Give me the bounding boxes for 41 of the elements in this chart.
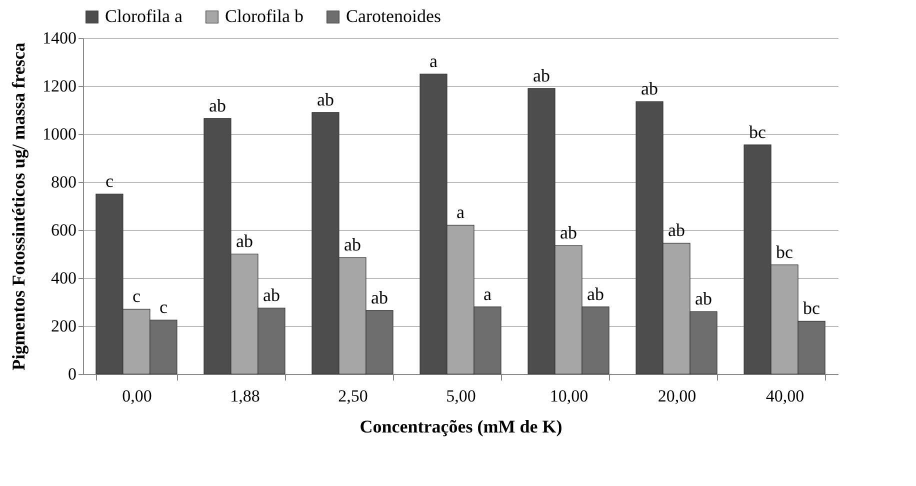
data-label: a [429, 51, 438, 71]
data-label: ab [344, 234, 361, 255]
data-label: ab [533, 65, 550, 86]
y-tick-label: 1400 [42, 28, 76, 48]
x-axis-title: Concentrações (mM de K) [360, 416, 562, 436]
data-label: ab [262, 285, 280, 305]
data-label: ab [641, 78, 658, 99]
y-tick-label: 600 [51, 220, 76, 240]
y-tick-label: 200 [51, 316, 76, 336]
legend-label: Clorofila a [105, 6, 182, 26]
x-tick-label: 1,88 [230, 386, 260, 406]
x-tick-label: 2,50 [338, 386, 368, 406]
x-tick-label: 5,00 [446, 386, 476, 406]
data-label: c [132, 286, 140, 306]
y-tick-label: 800 [51, 172, 76, 192]
data-label: a [484, 284, 492, 304]
data-label: ab [695, 288, 712, 309]
data-label: bc [749, 122, 766, 142]
data-label: a [456, 202, 464, 222]
data-label: bc [803, 298, 820, 318]
y-tick-label: 1200 [42, 76, 76, 96]
legend-label: Carotenoides [346, 6, 441, 26]
x-tick-label: 20,00 [658, 386, 696, 406]
y-tick-label: 0 [68, 364, 76, 384]
data-label: ab [236, 231, 253, 251]
y-tick-label: 1000 [42, 124, 76, 144]
x-tick-label: 0,00 [122, 386, 152, 406]
data-label: ab [668, 220, 686, 240]
x-tick-label: 40,00 [766, 386, 804, 406]
legend-label: Clorofila b [225, 6, 304, 26]
data-label: bc [776, 242, 794, 262]
data-label: ab [370, 287, 388, 308]
data-label: ab [560, 222, 578, 243]
y-axis-title: Pigmentos Fotossintéticos ug/ massa fresca [8, 42, 28, 370]
x-tick-label: 10,00 [550, 386, 588, 406]
data-label: ab [208, 95, 226, 116]
y-tick-label: 400 [51, 268, 76, 288]
data-label: ab [587, 284, 604, 304]
data-label: c [159, 297, 168, 317]
data-label: ab [316, 89, 334, 110]
data-label: c [105, 171, 114, 191]
